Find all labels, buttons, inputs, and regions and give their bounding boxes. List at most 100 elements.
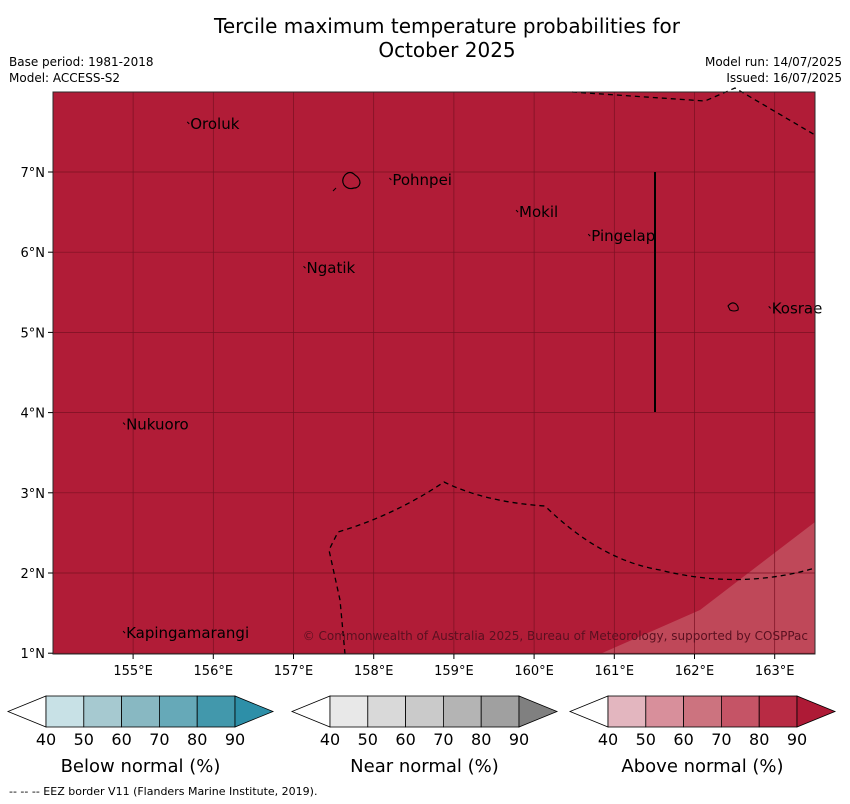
- pohnpei-coastline: [342, 171, 361, 190]
- colorbar-arrow-high: [796, 695, 837, 728]
- colorbar-tick-label: 60: [395, 730, 415, 749]
- lon-tick-label: 161°E: [595, 664, 635, 679]
- lon-tick-label: 158°E: [354, 664, 394, 679]
- colorbar-tick-label: 90: [225, 730, 245, 749]
- pohnpei-reef: [332, 187, 337, 192]
- title-line-2: October 2025: [378, 38, 516, 62]
- lat-tick-label: 5°N: [21, 326, 46, 341]
- island-label: Kapingamarangi: [126, 624, 249, 642]
- lat-tick-label: 7°N: [21, 166, 46, 181]
- kosrae-coastline: [727, 302, 739, 312]
- issued-date: Issued: 16/07/2025: [726, 71, 842, 85]
- colorbar-cell: [405, 695, 444, 728]
- base-period: Base period: 1981-2018: [9, 55, 154, 69]
- colorbar-tick-label: 50: [636, 730, 656, 749]
- colorbar-cell: [645, 695, 684, 728]
- colorbar-tick-label: 70: [711, 730, 731, 749]
- lon-tick-label: 163°E: [755, 664, 795, 679]
- meta-left: Base period: 1981-2018 Model: ACCESS-S2: [9, 54, 154, 86]
- colorbar-tick-label: 70: [433, 730, 453, 749]
- island-marker: [587, 233, 591, 237]
- island-label: Pingelap: [591, 227, 655, 245]
- colorbar-cell: [758, 695, 798, 728]
- meta-right: Model run: 14/07/2025 Issued: 16/07/2025: [705, 54, 842, 86]
- title-line-1: Tercile maximum temperature probabilitie…: [214, 14, 680, 38]
- colorbar-cell: [480, 695, 520, 728]
- colorbar-caption: Below normal (%): [61, 756, 221, 777]
- colorbar-cell: [83, 695, 123, 728]
- colorbar-tick-label: 60: [111, 730, 131, 749]
- colorbar-arrow-high: [234, 695, 275, 728]
- colorbar-cell: [442, 695, 482, 728]
- island-marker: [186, 121, 190, 125]
- colorbar-cell: [683, 695, 722, 728]
- lat-tick-label: 2°N: [21, 567, 46, 582]
- lon-tick-label: 160°E: [514, 664, 554, 679]
- island-label: Kosrae: [772, 299, 823, 317]
- colorbar-cell: [45, 695, 85, 728]
- colorbar-tick-label: 40: [598, 730, 618, 749]
- island-marker: [122, 422, 126, 425]
- eez-footnote: -- -- -- EEZ border V11 (Flanders Marine…: [9, 785, 318, 798]
- lat-tick-label: 6°N: [21, 246, 46, 261]
- colorbar-cell: [196, 695, 236, 728]
- colorbar-arrow-high: [518, 695, 559, 728]
- island-labels: Oroluk Pohnpei Mokil Pingelap Ngatik Kosrae Nu…: [122, 115, 823, 642]
- colorbar-tick-label: 50: [74, 730, 94, 749]
- colorbar-tick-label: 90: [787, 730, 807, 749]
- eez-borders: [328, 87, 816, 655]
- lon-tick-label: 155°E: [113, 664, 153, 679]
- copyright-text: © Commonwealth of Australia 2025, Bureau…: [303, 629, 808, 643]
- map-background: [53, 92, 815, 654]
- lon-tick-label: 157°E: [274, 664, 314, 679]
- colorbar-cell: [121, 695, 160, 728]
- island-label: Ngatik: [307, 259, 356, 277]
- colorbar-tick-label: 40: [36, 730, 56, 749]
- colorbar-cell: [329, 695, 369, 728]
- chart-title: Tercile maximum temperature probabilitie…: [0, 14, 850, 62]
- gridlines: [53, 92, 815, 654]
- lat-tick-label: 1°N: [21, 647, 46, 662]
- colorbar-tick-label: 90: [509, 730, 529, 749]
- colorbar-arrow-low: [290, 695, 331, 728]
- colorbar-tick-label: 80: [187, 730, 207, 749]
- colorbar-tick-label: 60: [673, 730, 693, 749]
- colorbar-tick-label: 40: [320, 730, 340, 749]
- colorbar-tick-label: 50: [358, 730, 378, 749]
- colorbar-arrow-low: [568, 695, 609, 728]
- colorbar-tick-label: 80: [471, 730, 491, 749]
- colorbar-cell: [721, 695, 760, 728]
- island-label: Nukuoro: [126, 416, 189, 434]
- map-frame: [52, 91, 816, 655]
- colorbar-cell: [158, 695, 198, 728]
- colorbar-tick-label: 80: [749, 730, 769, 749]
- model-run: Model run: 14/07/2025: [704, 55, 842, 69]
- colorbar-arrow-low: [6, 695, 47, 728]
- island-marker: [515, 209, 519, 213]
- island-marker: [303, 265, 306, 269]
- map-figure: Oroluk Pohnpei Mokil Pingelap Ngatik Kosrae Nu…: [6, 87, 837, 777]
- colorbar-cell: [607, 695, 647, 728]
- colorbar-caption: Near normal (%): [350, 756, 499, 777]
- eez-border-south: [328, 481, 816, 655]
- colorbar-2: 40 50 60 70 80 90 Near normal (%): [290, 695, 559, 777]
- lat-tick-label: 4°N: [21, 407, 46, 422]
- island-marker: [768, 305, 772, 309]
- island-label: Pohnpei: [392, 171, 452, 189]
- island-marker: [388, 177, 392, 181]
- island-marker: [122, 630, 126, 634]
- colorbar-cell: [367, 695, 406, 728]
- model-name: Model: ACCESS-S2: [9, 71, 121, 85]
- lon-tick-label: 156°E: [194, 664, 234, 679]
- colorbar-caption: Above normal (%): [621, 756, 783, 777]
- eez-border-north: [571, 87, 816, 136]
- lower-probability-band: [600, 522, 815, 654]
- lat-tick-label: 3°N: [21, 487, 46, 502]
- island-label: Oroluk: [190, 115, 239, 133]
- lon-tick-label: 162°E: [675, 664, 715, 679]
- colorbar-tick-label: 70: [149, 730, 169, 749]
- lon-tick-label: 159°E: [434, 664, 474, 679]
